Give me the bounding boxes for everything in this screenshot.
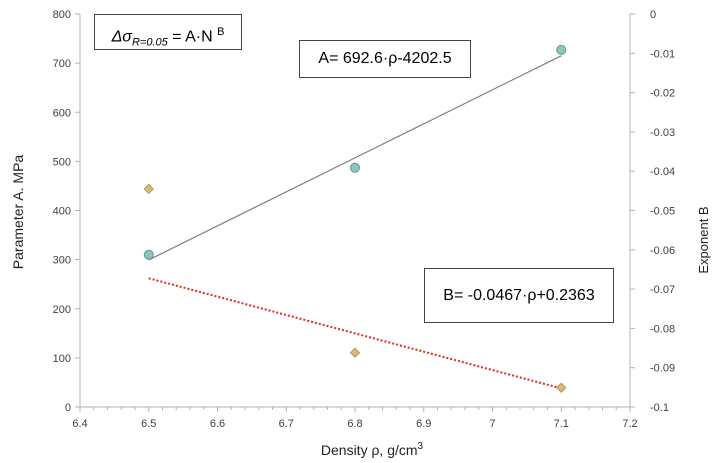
marker-a-point <box>556 44 567 55</box>
y2-tick-label: -0.05 <box>650 206 675 218</box>
axes: 6.4 6.5 6.6 6.7 6.8 6.9 7 7.1 7.2 0 100 200 300 400 50… <box>53 9 675 430</box>
y2-tick-label: -0.06 <box>650 245 675 257</box>
marker-a-point <box>143 249 154 260</box>
y2-tick-label: -0.03 <box>650 127 675 139</box>
x-tick-label: 6.5 <box>141 418 156 430</box>
y2-tick-label: -0.01 <box>650 48 675 60</box>
y2-tick-label: -0.04 <box>650 166 675 178</box>
markers <box>143 44 567 393</box>
x-tick-label: 7.2 <box>622 418 637 430</box>
y2-tick-label: -0.08 <box>650 323 675 335</box>
formula-rhs: = A·N <box>167 28 218 46</box>
marker-b-point <box>143 183 154 195</box>
x-axis-label: Density ρ, g/cm3 <box>321 441 424 458</box>
formula-subscript: R=0.05 <box>131 36 168 49</box>
y2-tick-label: -0.09 <box>650 363 675 375</box>
y-tick-label: 0 <box>65 402 71 414</box>
trendline-b <box>148 277 562 390</box>
y2-axis-label: Exponent B <box>696 206 711 273</box>
y-tick-label: 300 <box>53 255 71 267</box>
x-tick-label: 7 <box>489 418 495 430</box>
y2-tick-label: -0.02 <box>650 88 675 100</box>
y2-tick-label: -0.1 <box>650 402 669 414</box>
y-tick-label: 400 <box>53 206 71 218</box>
equation-a-box: A= 692.6·ρ-4202.5 <box>299 40 471 78</box>
y-tick-label: 100 <box>53 353 71 365</box>
marker-b-point <box>556 382 567 393</box>
x-tick-label: 6.6 <box>210 418 225 430</box>
equation-b-box: B= -0.0467·ρ+0.2363 <box>424 268 614 323</box>
y2-tick-label: 0 <box>650 9 656 21</box>
x-tick-label: 6.7 <box>279 418 294 430</box>
formula-superscript: B <box>217 26 225 38</box>
marker-a-point <box>350 162 360 173</box>
y2-tick-label: -0.07 <box>650 284 675 296</box>
x-tick-label: 6.9 <box>416 418 431 430</box>
y-tick-label: 200 <box>53 304 71 316</box>
x-tick-label: 6.4 <box>72 418 87 430</box>
y-tick-label: 600 <box>53 107 71 119</box>
x-tick-label: 6.8 <box>347 418 362 430</box>
model-formula-box: ΔσR=0.05 = A·N B <box>94 14 242 50</box>
trendlines <box>148 55 562 390</box>
marker-b-point <box>349 347 361 358</box>
y-tick-label: 700 <box>53 58 71 70</box>
y-tick-label: 800 <box>53 9 71 21</box>
trendline-a <box>148 55 562 261</box>
y-axis-label: Parameter A. MPa <box>10 155 26 270</box>
formula-lhs: Δσ <box>111 28 132 46</box>
x-tick-label: 7.1 <box>554 418 569 430</box>
y-tick-label: 500 <box>53 156 71 168</box>
